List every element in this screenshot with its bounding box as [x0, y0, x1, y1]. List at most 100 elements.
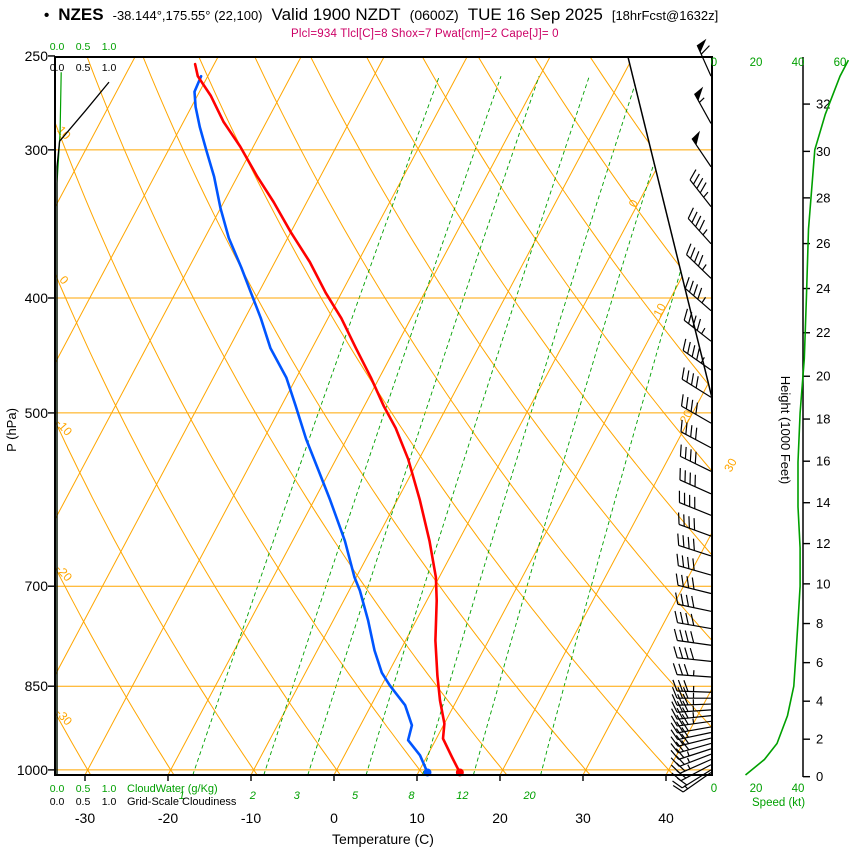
temperature-tick-label: -10 — [241, 810, 261, 826]
wind-barb-feather — [681, 727, 689, 738]
speed-tick-label-bottom: 0 — [711, 783, 717, 795]
height-tick-label: 16 — [816, 454, 830, 469]
height-tick-label: 20 — [816, 369, 830, 384]
isotherm-line — [499, 57, 712, 775]
wind-barb-staff — [696, 44, 712, 77]
wind-barb-feather — [670, 722, 679, 734]
wind-barb-feather — [691, 595, 695, 608]
wind-barb-staff — [677, 726, 712, 734]
wind-barb-feather — [670, 764, 681, 774]
adiabat-label: -20 — [53, 562, 75, 584]
isotherm-line — [84, 57, 468, 775]
wind-barb-feather — [682, 535, 685, 548]
wind-barb-pennant — [697, 38, 707, 53]
wind-barb-feather — [695, 215, 702, 227]
temperature-profile-line — [193, 62, 462, 774]
wind-barb-feather — [680, 419, 683, 432]
cloudiness-scale-bottom: 0.5 — [76, 796, 91, 808]
wind-barb-feather — [675, 741, 685, 752]
wind-barb-feather — [682, 338, 687, 351]
wind-barb-staff — [679, 479, 712, 495]
title-bar: • NZES -38.144°,175.55° (22,100) Valid 1… — [44, 5, 718, 25]
station-coords: -38.144°,175.55° (22,100) — [112, 8, 263, 23]
wind-barb-feather — [676, 721, 684, 733]
pressure-tick-label: 500 — [25, 405, 49, 421]
wind-barb-feather — [690, 373, 695, 386]
wind-barb-half-feather — [700, 357, 705, 364]
adiabat-label: -10 — [53, 416, 75, 438]
wind-barb-feather — [683, 663, 689, 676]
pressure-tick-label: 300 — [25, 142, 49, 158]
wind-barb-staff — [677, 603, 712, 612]
wind-barb-feather — [688, 280, 694, 293]
wind-barb-staff — [686, 254, 712, 279]
height-tick-label: 18 — [816, 412, 830, 427]
pressure-tick-label: 850 — [25, 678, 49, 694]
wind-barb-feather — [671, 686, 678, 699]
wind-barb-feather — [677, 533, 680, 546]
wind-barb-feather — [689, 647, 695, 660]
temperature-tick-label: -20 — [158, 810, 178, 826]
cloudiness-scale-top: 0.0 — [50, 62, 65, 74]
isotherm-line — [167, 57, 551, 775]
isotherm-line — [582, 57, 712, 775]
wind-barb-feather — [675, 592, 679, 605]
wind-barb-feather — [676, 700, 684, 713]
wind-barb-feather — [670, 736, 679, 747]
wind-barb-staff — [678, 544, 712, 557]
wind-barb-feather — [681, 720, 689, 732]
wind-barb-staff — [679, 758, 712, 774]
wind-barb-staff — [677, 622, 712, 630]
dry-adiabat-line — [55, 57, 425, 775]
wind-barb-feather — [675, 573, 679, 586]
wind-barb-feather — [690, 631, 695, 643]
height-tick-label: 10 — [816, 576, 830, 591]
wind-barb-feather — [684, 276, 690, 289]
wind-barb-staff — [677, 715, 712, 720]
temperature-tick-label: 20 — [492, 810, 508, 826]
wind-barb-feather — [691, 345, 696, 357]
cloudwater-scale-bottom: 0.5 — [76, 783, 91, 795]
dry-adiabat-line — [86, 57, 508, 775]
wind-barb-staff — [684, 287, 712, 312]
wind-barb-feather — [680, 593, 684, 606]
mixing-ratio-label: 1 — [179, 790, 185, 802]
pressure-tick-label: 700 — [25, 578, 49, 594]
wind-barb-feather — [679, 444, 682, 457]
wind-barb-feather — [673, 628, 678, 641]
cloudiness-scale-top: 0.5 — [76, 62, 91, 74]
wind-barb-feather — [681, 574, 684, 587]
wind-barb-feather — [694, 451, 697, 464]
wind-barb-feather — [690, 425, 693, 438]
plot-frame — [48, 55, 713, 781]
wind-barb-staff — [678, 742, 712, 754]
height-tick-label: 26 — [816, 236, 830, 251]
wind-barb-half-feather — [698, 97, 705, 103]
wind-barb-feather — [681, 713, 689, 725]
wind-barb-feather — [690, 399, 694, 412]
isotherm-line — [55, 57, 219, 775]
station-bullet-icon: • — [44, 7, 50, 24]
wind-barb-staff — [681, 405, 712, 424]
wind-barb-staff — [679, 753, 712, 767]
wind-barb-feather — [687, 536, 690, 549]
mixing-ratio-label: 2 — [249, 790, 256, 802]
dry-adiabat-line — [253, 57, 712, 775]
isotherm-line — [250, 57, 634, 775]
valid-date: TUE 16 Sep 2025 — [467, 5, 603, 24]
wind-barb-feather — [685, 243, 692, 255]
dry-adiabat-line — [365, 57, 712, 775]
plot-border — [54, 56, 713, 776]
wind-barb-half-feather — [701, 264, 707, 271]
dry-adiabat-line — [198, 57, 674, 775]
cloudiness-scale-bottom: 1.0 — [102, 796, 117, 808]
dry-adiabat-line — [421, 57, 712, 775]
isotherm-line — [333, 57, 712, 775]
mixing-ratio-line — [263, 76, 502, 775]
wind-barb-feather — [678, 646, 684, 659]
temperature-tick-label: 0 — [330, 810, 338, 826]
isotherm-label: 20 — [677, 407, 696, 426]
wind-barb-feather — [682, 693, 689, 706]
